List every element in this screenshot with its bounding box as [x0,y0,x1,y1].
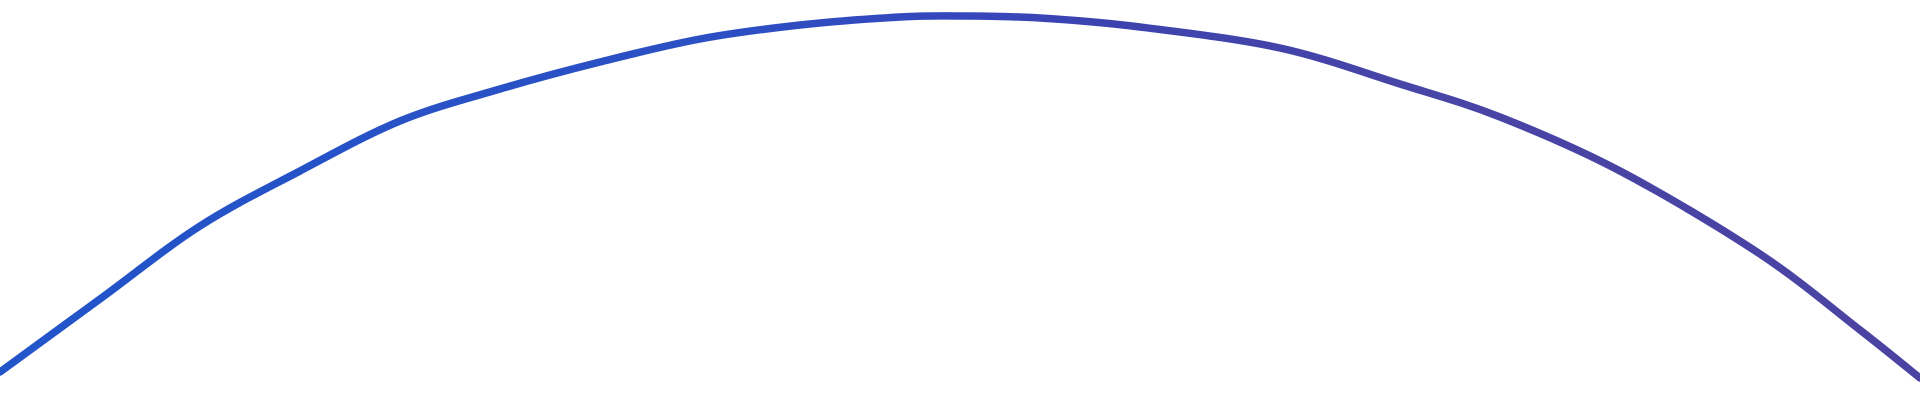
curve-line [0,12,1920,382]
